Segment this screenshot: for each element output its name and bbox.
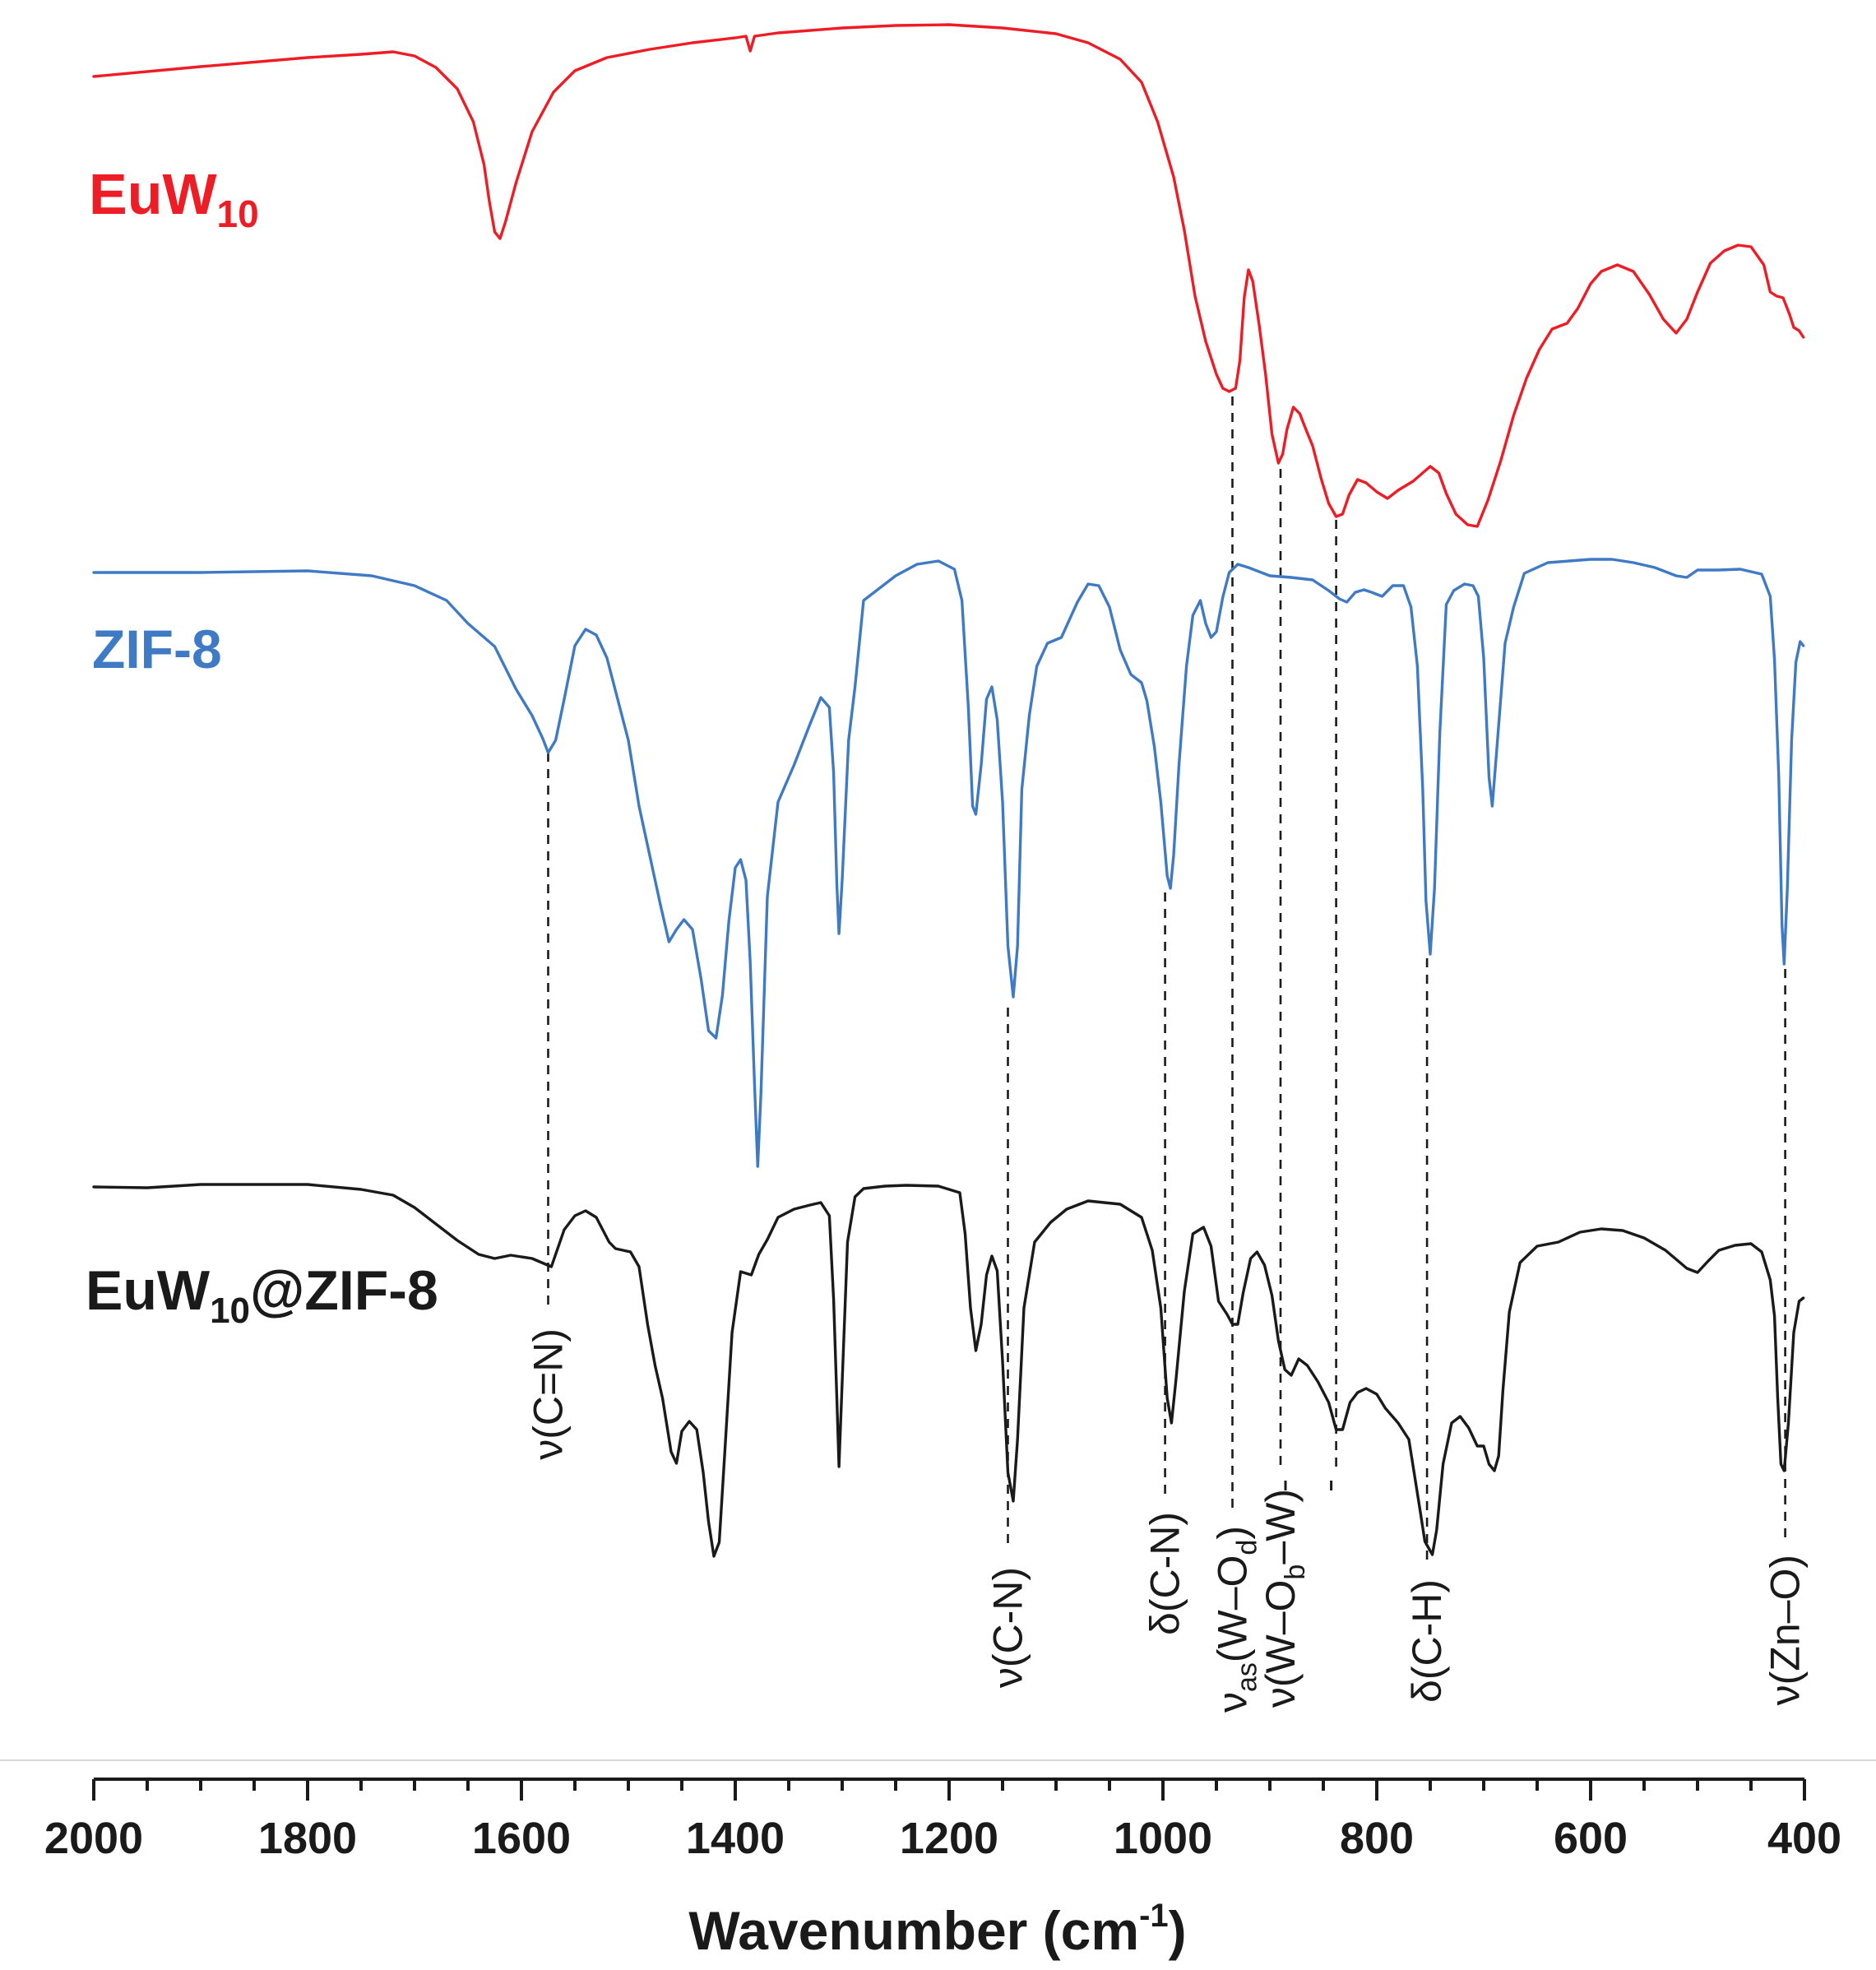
x-axis-title-sup: -1 xyxy=(1139,1898,1169,1934)
x-tick-label-400: 400 xyxy=(1767,1814,1841,1863)
annotation-label-3: νas(W–Od) xyxy=(1210,1526,1263,1713)
x-tick-label-1600: 1600 xyxy=(472,1814,571,1863)
annotation-label-3-part-2: (W–O xyxy=(1210,1555,1256,1663)
series-label-euw10-zif8: EuW10@ZIF-8 xyxy=(86,1259,438,1331)
series-label-euw10: EuW10 xyxy=(89,162,259,235)
annotation-layer: ν(C=N)ν(C-N) δ(C-N)νas(W–Od)ν(W–Ob–W)δ(C-… xyxy=(526,396,1809,1713)
x-tick-label-1800: 1800 xyxy=(258,1814,357,1863)
annotation-label-0-part-0: ν(C=N) xyxy=(526,1328,572,1460)
annotation-label-6-part-0: δ(C-H) xyxy=(1404,1579,1450,1703)
annotation-label-3-part-1: as xyxy=(1232,1662,1263,1692)
annotation-label-7-part-0: ν(Zn–O) xyxy=(1763,1555,1809,1705)
x-tick-label-1400: 1400 xyxy=(686,1814,785,1863)
x-axis-title-main: Wavenumber (cm xyxy=(688,1900,1139,1961)
annotation-label-2: δ(C-N) xyxy=(1142,1512,1188,1635)
x-tick-label-1000: 1000 xyxy=(1114,1814,1212,1863)
x-tick-label-600: 600 xyxy=(1554,1814,1628,1863)
series-line-0 xyxy=(92,23,1805,528)
annotation-label-1-part-0: ν(C-N) xyxy=(985,1567,1031,1688)
x-axis-title-close: ) xyxy=(1169,1900,1187,1961)
annotation-label-4-part-1: b xyxy=(1280,1564,1311,1580)
series-label-composite-sub: 10 xyxy=(210,1291,250,1331)
annotation-label-3-part-3: d xyxy=(1232,1540,1263,1555)
series-label-euw10-sub: 10 xyxy=(217,192,259,235)
series-label-composite-name: EuW xyxy=(86,1259,211,1322)
x-axis-title: Wavenumber (cm-1) xyxy=(688,1898,1186,1961)
annotation-label-1: ν(C-N) xyxy=(985,1567,1031,1688)
series-layer xyxy=(92,23,1805,1558)
annotation-label-3-part-4: ) xyxy=(1210,1526,1256,1540)
x-tick-label-1200: 1200 xyxy=(900,1814,998,1863)
series-label-euw10-name: EuW xyxy=(89,162,217,226)
annotation-label-4-part-2: –W) xyxy=(1258,1489,1304,1564)
series-label-composite-suffix: @ZIF-8 xyxy=(250,1259,438,1322)
annotation-label-3-part-0: ν xyxy=(1210,1692,1256,1713)
annotation-label-6: δ(C-H) xyxy=(1404,1579,1450,1703)
series-label-zif8: ZIF-8 xyxy=(92,619,222,679)
series-line-2 xyxy=(92,1183,1805,1558)
x-axis: 2000 1800 1600 1400 1200 1000 800 600 400 xyxy=(0,1759,1876,1863)
annotation-label-0: ν(C=N) xyxy=(526,1328,572,1460)
annotation-label-4: ν(W–Ob–W) xyxy=(1258,1489,1311,1708)
annotation-label-7: ν(Zn–O) xyxy=(1763,1555,1809,1705)
annotation-label-4-part-0: ν(W–O xyxy=(1258,1580,1304,1708)
x-tick-label-2000: 2000 xyxy=(44,1814,143,1863)
bracket-w-ob-w xyxy=(1284,1481,1333,1490)
x-tick-label-800: 800 xyxy=(1340,1814,1414,1863)
series-line-1 xyxy=(92,558,1805,1168)
annotation-label-2-part-0: δ(C-N) xyxy=(1142,1512,1188,1635)
